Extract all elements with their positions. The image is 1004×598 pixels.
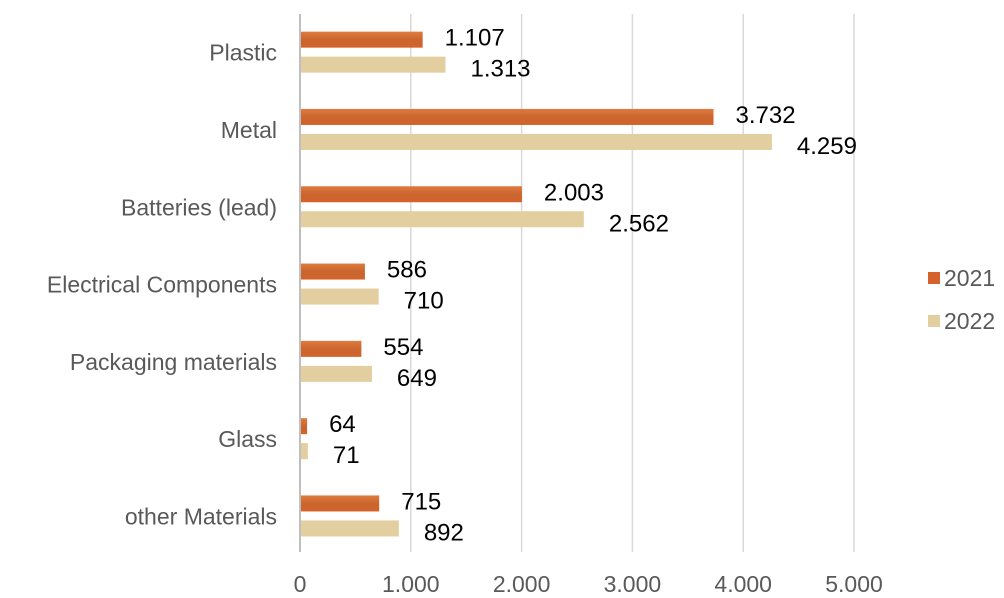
x-tick-label: 0 [294, 571, 307, 597]
data-label: 1.313 [470, 56, 530, 83]
data-label: 554 [383, 334, 423, 361]
x-tick-label: 1.000 [382, 571, 440, 597]
bar-2022-batteries-lead- [301, 211, 584, 228]
category-label: Electrical Components [47, 272, 277, 298]
data-label: 710 [404, 288, 444, 315]
bar-2022-electrical-components [301, 288, 379, 305]
bar-2022-metal [301, 133, 772, 150]
category-label: Metal [221, 117, 277, 143]
data-label: 3.732 [736, 102, 796, 129]
bar-2021-batteries-lead- [301, 186, 522, 203]
bar-2021-plastic [301, 31, 423, 48]
category-label: Batteries (lead) [121, 194, 277, 220]
bar-2022-plastic [301, 56, 446, 73]
legend: 2021 2022 [928, 265, 995, 334]
bar-2021-packaging-materials [301, 340, 362, 357]
bars [301, 31, 772, 537]
data-label: 1.107 [445, 25, 505, 52]
bar-2022-other-materials [301, 520, 399, 537]
x-tick-labels: 0 1.000 2.000 3.000 4.000 5.000 [294, 571, 883, 597]
gridlines [410, 14, 855, 552]
data-label: 715 [401, 488, 441, 515]
data-label: 586 [387, 257, 427, 284]
category-label: Glass [218, 426, 277, 452]
bar-2022-packaging-materials [301, 365, 372, 382]
data-label: 71 [333, 442, 360, 469]
data-label: 892 [424, 519, 464, 546]
x-tick-label: 4.000 [714, 571, 772, 597]
legend-swatch-2021 [928, 272, 940, 284]
data-label: 64 [329, 411, 356, 438]
bar-2021-glass [301, 418, 308, 435]
data-label: 2.562 [609, 210, 669, 237]
bar-2021-metal [301, 108, 714, 125]
data-label: 649 [397, 365, 437, 392]
category-label: other Materials [125, 503, 277, 529]
bar-2022-glass [301, 443, 308, 460]
legend-label-2021: 2021 [944, 265, 995, 291]
category-label: Packaging materials [70, 349, 277, 375]
data-label: 2.003 [544, 179, 604, 206]
category-label: Plastic [209, 40, 277, 66]
legend-label-2022: 2022 [944, 308, 995, 334]
x-tick-label: 5.000 [825, 571, 883, 597]
x-tick-label: 3.000 [604, 571, 662, 597]
bar-2021-other-materials [301, 495, 380, 512]
data-label: 4.259 [797, 133, 857, 160]
category-labels: Plastic Metal Batteries (lead) Electrical C… [47, 40, 277, 530]
legend-swatch-2022 [928, 315, 940, 327]
bar-2021-electrical-components [301, 263, 365, 280]
x-tick-label: 2.000 [493, 571, 551, 597]
